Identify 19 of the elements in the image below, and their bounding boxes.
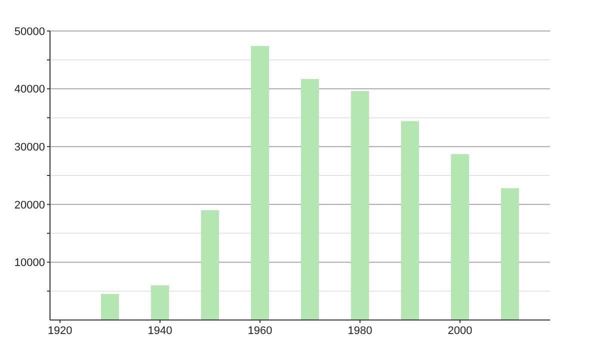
x-tick-label: 1940 bbox=[148, 325, 172, 337]
bar bbox=[301, 78, 319, 320]
x-tick-label: 1980 bbox=[348, 325, 372, 337]
y-tick-label: 10000 bbox=[14, 257, 45, 270]
y-tick-label: 30000 bbox=[14, 141, 45, 154]
x-tick-label: 1920 bbox=[48, 325, 72, 337]
x-tick-label: 2000 bbox=[448, 325, 472, 337]
bar bbox=[451, 154, 469, 320]
x-tick-label: 1960 bbox=[248, 325, 272, 337]
y-tick-label: 20000 bbox=[14, 199, 45, 212]
bar bbox=[201, 210, 219, 320]
bar bbox=[101, 294, 119, 320]
bar bbox=[401, 121, 419, 320]
bar bbox=[351, 91, 369, 320]
bar bbox=[251, 46, 269, 320]
bar bbox=[151, 285, 169, 320]
y-tick-label: 40000 bbox=[14, 84, 45, 96]
y-tick-label: 50000 bbox=[14, 26, 45, 38]
bar bbox=[501, 188, 519, 320]
